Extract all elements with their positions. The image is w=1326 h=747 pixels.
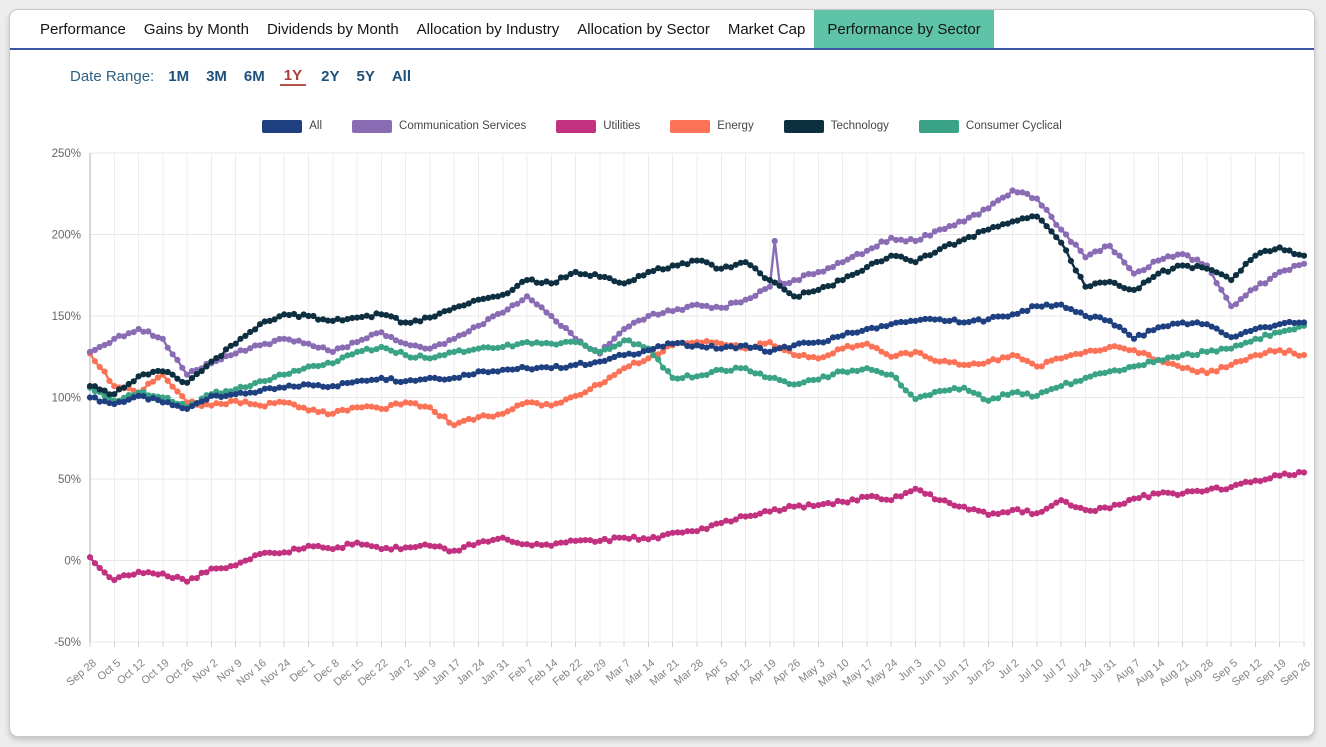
- legend-swatch-energy: [670, 119, 711, 133]
- svg-text:Sep 28: Sep 28: [64, 657, 98, 689]
- svg-text:Jan 31: Jan 31: [479, 657, 512, 687]
- tab-dividends-by-month[interactable]: Dividends by Month: [266, 20, 399, 38]
- legend-label-communication-services: Communication Services: [399, 120, 527, 132]
- chart-area: 250% 200% 150% 100% 50% 0% -50% Sep 28 Oct 5 Oct …: [10, 140, 1314, 721]
- svg-text:Jul 17: Jul 17: [1040, 657, 1070, 685]
- svg-text:Jan 2: Jan 2: [386, 657, 414, 683]
- tab-bar: Performance Gains by Month Dividends by …: [10, 10, 1314, 50]
- tab-performance-by-sector[interactable]: Performance by Sector: [814, 10, 994, 48]
- tab-performance[interactable]: Performance: [40, 20, 126, 38]
- svg-text:Jul 31: Jul 31: [1089, 657, 1119, 685]
- legend-swatch-utilities: [556, 119, 597, 133]
- date-range-bar: Date Range: 1M 3M 6M 1Y 2Y 5Y All: [70, 64, 1314, 88]
- legend-label-technology: Technology: [830, 120, 889, 132]
- svg-text:Nov 2: Nov 2: [191, 657, 221, 685]
- legend-item-utilities[interactable]: Utilities: [556, 119, 641, 133]
- range-option-1y[interactable]: 1Y: [279, 67, 307, 86]
- svg-text:250%: 250%: [52, 148, 81, 160]
- portfolio-widget: Performance Gains by Month Dividends by …: [9, 9, 1315, 737]
- legend-label-energy: Energy: [717, 120, 754, 132]
- svg-text:100%: 100%: [52, 393, 81, 405]
- legend-item-all[interactable]: All: [262, 119, 323, 133]
- range-option-6m[interactable]: 6M: [243, 67, 265, 85]
- svg-text:Oct 26: Oct 26: [163, 657, 196, 687]
- svg-text:150%: 150%: [52, 311, 81, 323]
- svg-text:200%: 200%: [52, 230, 81, 242]
- tab-allocation-by-industry[interactable]: Allocation by Industry: [416, 20, 560, 38]
- legend-item-communication-services[interactable]: Communication Services: [352, 119, 527, 133]
- legend-label-all: All: [309, 120, 323, 132]
- legend-swatch-all: [262, 119, 303, 133]
- tab-gains-by-month[interactable]: Gains by Month: [143, 20, 249, 38]
- svg-text:Jul 10: Jul 10: [1016, 657, 1046, 685]
- legend-label-consumer-cyclical: Consumer Cyclical: [965, 120, 1062, 132]
- svg-text:Jul 24: Jul 24: [1064, 657, 1094, 685]
- svg-text:50%: 50%: [58, 474, 81, 486]
- svg-text:-50%: -50%: [54, 637, 81, 649]
- range-option-1m[interactable]: 1M: [168, 67, 190, 85]
- legend-item-technology[interactable]: Technology: [783, 119, 889, 133]
- tab-allocation-by-sector[interactable]: Allocation by Sector: [577, 20, 710, 38]
- range-option-3m[interactable]: 3M: [206, 67, 227, 85]
- svg-text:Jun 25: Jun 25: [964, 657, 997, 687]
- legend-item-consumer-cyclical[interactable]: Consumer Cyclical: [918, 119, 1062, 133]
- svg-text:0%: 0%: [64, 556, 81, 568]
- legend-swatch-consumer-cyclical: [918, 119, 959, 133]
- svg-text:Apr 26: Apr 26: [770, 657, 803, 687]
- legend-swatch-communication-services: [352, 119, 393, 133]
- legend-item-energy[interactable]: Energy: [670, 119, 754, 133]
- range-option-5y[interactable]: 5Y: [356, 67, 375, 85]
- legend-label-utilities: Utilities: [603, 120, 641, 132]
- tab-market-cap[interactable]: Market Cap: [727, 20, 806, 38]
- range-option-2y[interactable]: 2Y: [321, 67, 340, 85]
- svg-text:Dec 1: Dec 1: [288, 657, 318, 685]
- chart-legend: All Communication Services Utilities Energy…: [10, 118, 1314, 134]
- date-range-label: Date Range:: [70, 67, 155, 85]
- legend-swatch-technology: [783, 119, 824, 133]
- range-option-all[interactable]: All: [391, 67, 412, 85]
